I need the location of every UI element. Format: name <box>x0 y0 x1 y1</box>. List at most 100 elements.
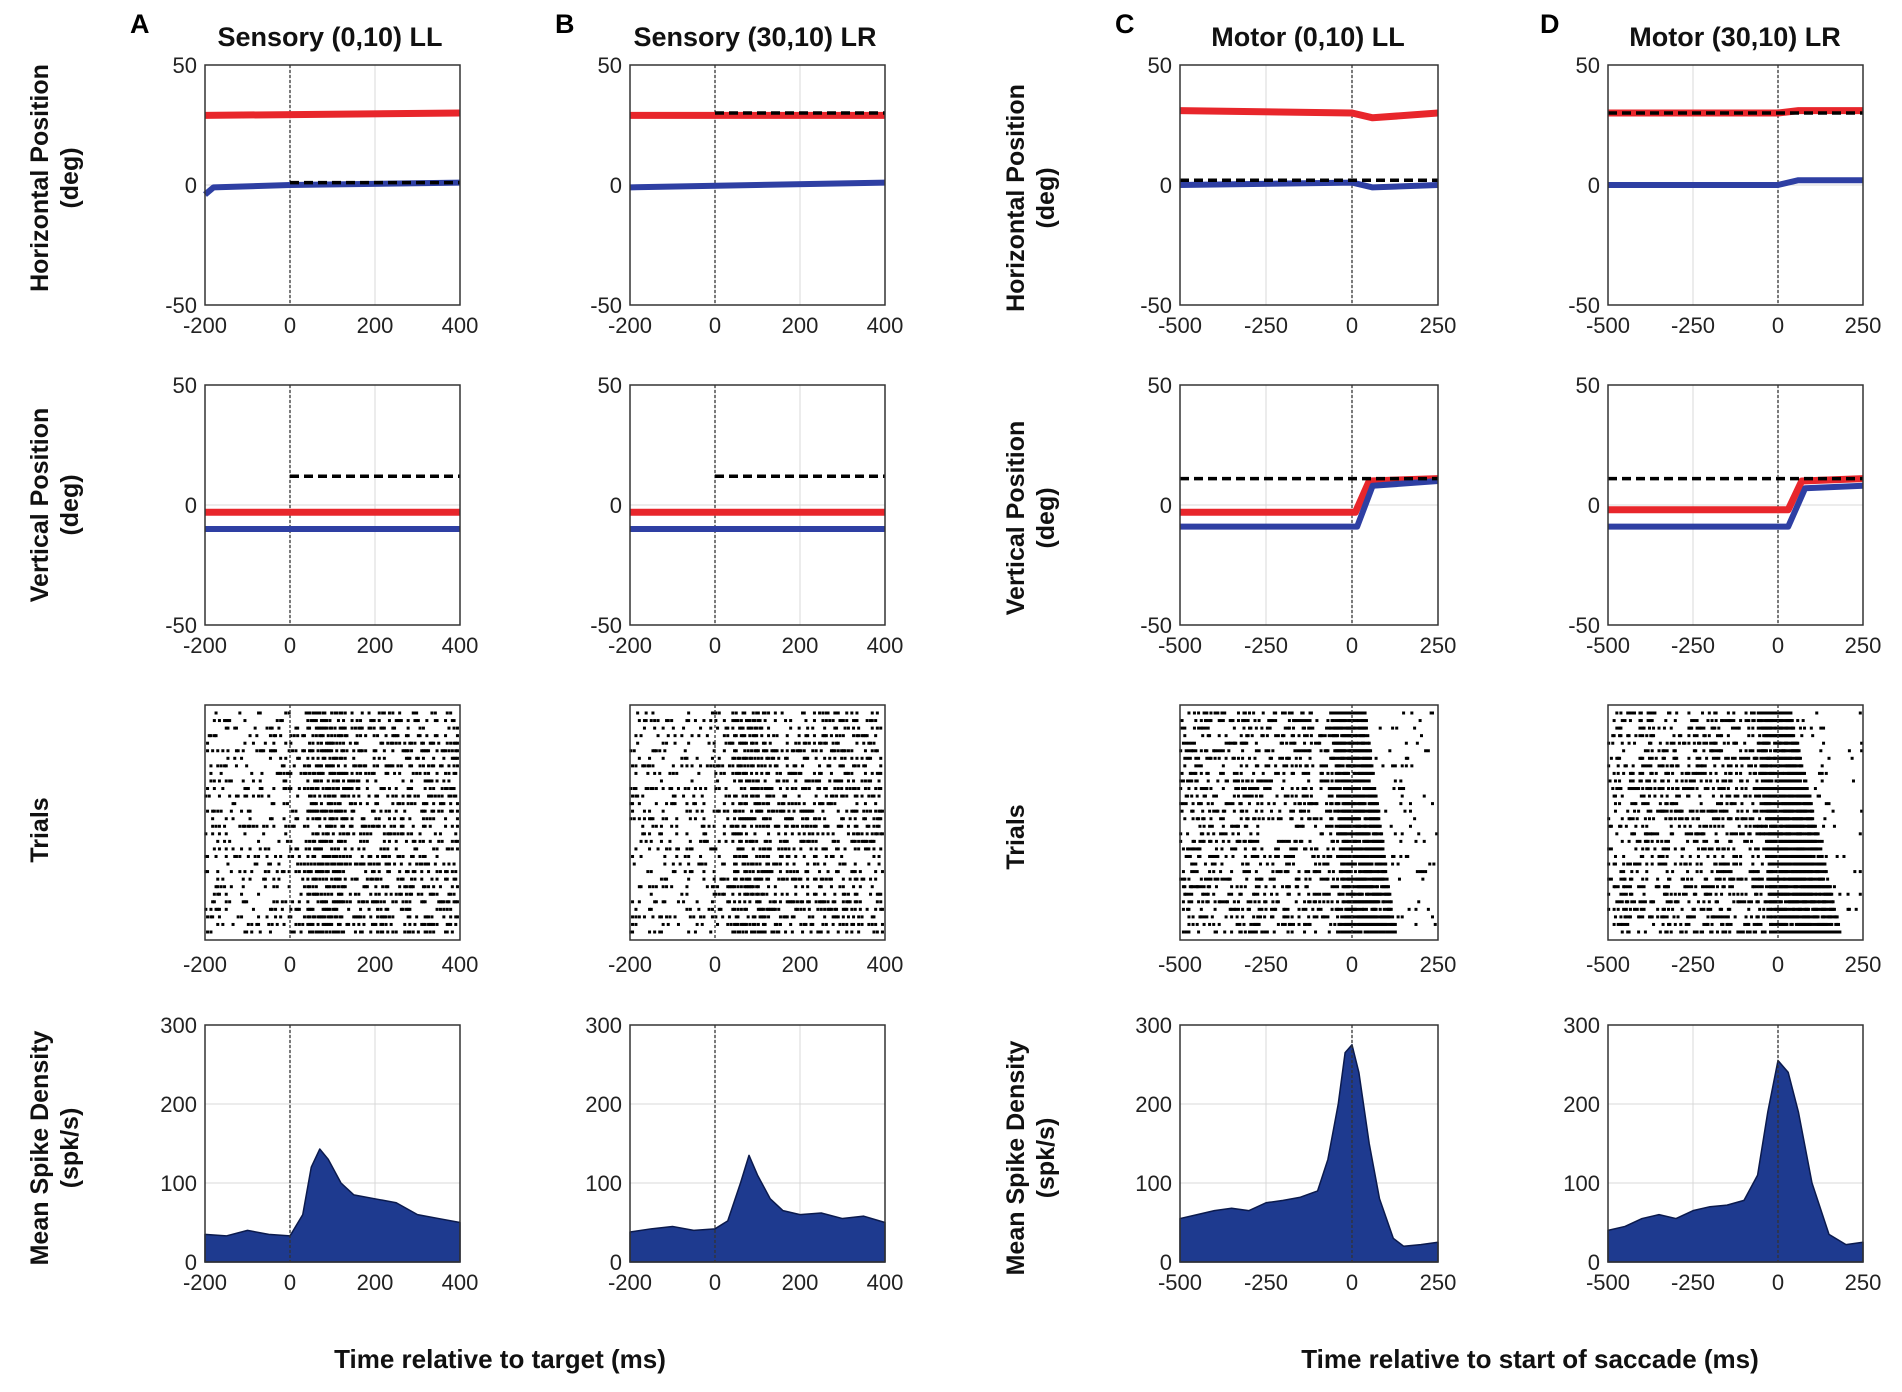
panel-d-raster-spike <box>1692 719 1696 723</box>
panel-c-raster-spike <box>1367 741 1371 745</box>
panel-b-raster-spike <box>688 809 692 813</box>
panel-c-raster-spike <box>1408 809 1412 813</box>
panel-c-raster-spike <box>1382 877 1386 881</box>
panel-d-raster-spike <box>1687 756 1691 760</box>
panel-c-horizontal-xtick-label-3: 250 <box>1420 313 1457 338</box>
panel-d-raster-spike <box>1673 749 1677 753</box>
panel-b-raster-spike <box>846 726 850 730</box>
panel-a-raster-spike <box>376 862 380 866</box>
panel-c-raster-spike <box>1205 719 1209 723</box>
panel-c-raster-spike <box>1194 749 1198 753</box>
panel-a-vertical-ytick-label-2: 50 <box>173 373 197 398</box>
panel-d-raster-spike <box>1779 741 1783 745</box>
panel-a-raster-spike <box>321 930 325 934</box>
panel-a-raster-spike <box>438 900 442 904</box>
panel-a-raster-spike <box>381 741 385 745</box>
panel-b-raster-spike <box>833 892 837 896</box>
panel-a-raster-spike <box>263 877 267 881</box>
panel-c-raster-spike <box>1197 726 1201 730</box>
panel-b-raster-spike <box>799 749 803 753</box>
panel-a-raster-spike <box>359 771 363 775</box>
panel-c-raster-spike <box>1203 726 1207 730</box>
panel-b-raster-spike <box>733 922 737 926</box>
panel-c-raster-spike <box>1214 930 1218 934</box>
panel-c-raster-spike <box>1279 870 1283 874</box>
panel-a-vertical-ytick-label-1: 0 <box>185 493 197 518</box>
panel-c-raster-spike <box>1326 915 1330 919</box>
panel-c-raster-spike <box>1336 734 1340 738</box>
panel-a-raster-spike <box>427 771 431 775</box>
panel-b-raster-spike <box>755 900 759 904</box>
panel-b-raster-spike <box>724 839 728 843</box>
panel-c-raster-spike <box>1300 809 1304 813</box>
panel-b-raster-spike <box>880 870 884 874</box>
panel-b-raster-spike <box>717 756 721 760</box>
panel-c-raster-spike <box>1250 779 1254 783</box>
panel-b-raster-spike <box>819 771 823 775</box>
panel-b-raster-spike <box>831 719 835 723</box>
panel-b-raster-spike <box>840 824 844 828</box>
panel-b-raster-spike <box>763 847 767 851</box>
panel-b-raster-spike <box>743 771 747 775</box>
panel-b-horizontal-xtick-label-3: 400 <box>867 313 904 338</box>
panel-b-raster-spike <box>804 734 808 738</box>
panel-a-raster-spike <box>450 719 454 723</box>
panel-a-raster-spike <box>357 779 361 783</box>
panel-a-raster-spike <box>279 915 283 919</box>
panel-a-raster-spike <box>272 900 276 904</box>
panel-a-raster-spike <box>394 794 398 798</box>
panel-c-raster-spike <box>1281 922 1285 926</box>
panel-c-raster-spike <box>1283 854 1287 858</box>
panel-c-raster-spike <box>1227 839 1231 843</box>
panel-b-raster-spike <box>653 749 657 753</box>
panel-c-raster-spike <box>1231 824 1235 828</box>
panel-c-raster-spike <box>1282 839 1286 843</box>
panel-b-raster-spike <box>768 817 772 821</box>
panel-c-raster-spike <box>1239 930 1243 934</box>
panel-a-raster-spike <box>241 877 245 881</box>
panel-c-raster-spike <box>1342 900 1346 904</box>
panel-a-raster-spike <box>224 854 228 858</box>
panel-a-raster-spike <box>438 907 442 911</box>
panel-a-raster-spike <box>342 741 346 745</box>
panel-b-raster-spike <box>741 809 745 813</box>
panel-b-raster-spike <box>756 779 760 783</box>
panel-b-raster-spike <box>826 802 830 806</box>
panel-c-raster-spike <box>1393 764 1397 768</box>
panel-b-raster-spike <box>853 794 857 798</box>
panel-c-raster-spike <box>1397 877 1401 881</box>
panel-a-raster-spike <box>340 726 344 730</box>
panel-a-raster-spike <box>321 809 325 813</box>
panel-b-raster-spike <box>733 794 737 798</box>
panel-b-raster-spike <box>751 847 755 851</box>
panel-b-raster-spike <box>775 764 779 768</box>
panel-a-raster-spike <box>340 749 344 753</box>
panel-b-raster-spike <box>812 734 816 738</box>
panel-b-raster-spike <box>768 900 772 904</box>
panel-a-raster-spike <box>267 870 271 874</box>
panel-b-raster-spike <box>848 900 852 904</box>
panel-c-raster-spike <box>1396 915 1400 919</box>
panel-b-raster-spike <box>746 764 750 768</box>
panel-c-raster-spike <box>1377 817 1381 821</box>
panel-c-raster-spike <box>1290 930 1294 934</box>
panel-a-raster-spike <box>343 847 347 851</box>
panel-c-raster-spike <box>1336 787 1340 791</box>
panel-a-raster-spike <box>386 741 390 745</box>
panel-c-raster-spike <box>1400 915 1404 919</box>
panel-b-horizontal-xtick-label-0: -200 <box>608 313 652 338</box>
panel-b-raster-spike <box>716 885 720 889</box>
panel-c-raster-spike <box>1246 779 1250 783</box>
panel-b-raster-spike <box>634 787 638 791</box>
panel-a-raster-spike <box>428 817 432 821</box>
panel-a-raster-spike <box>444 719 448 723</box>
panel-c-raster-spike <box>1320 779 1324 783</box>
panel-c-raster-spike <box>1356 719 1360 723</box>
panel-c-raster-xtick-label-2: 0 <box>1346 952 1358 977</box>
panel-b-raster-spike <box>676 847 680 851</box>
panel-a-raster-spike <box>352 756 356 760</box>
panel-b-raster-spike <box>785 915 789 919</box>
panel-b-raster-spike <box>853 787 857 791</box>
panel-b-raster-spike <box>767 915 771 919</box>
panel-c-raster-spike <box>1190 870 1194 874</box>
